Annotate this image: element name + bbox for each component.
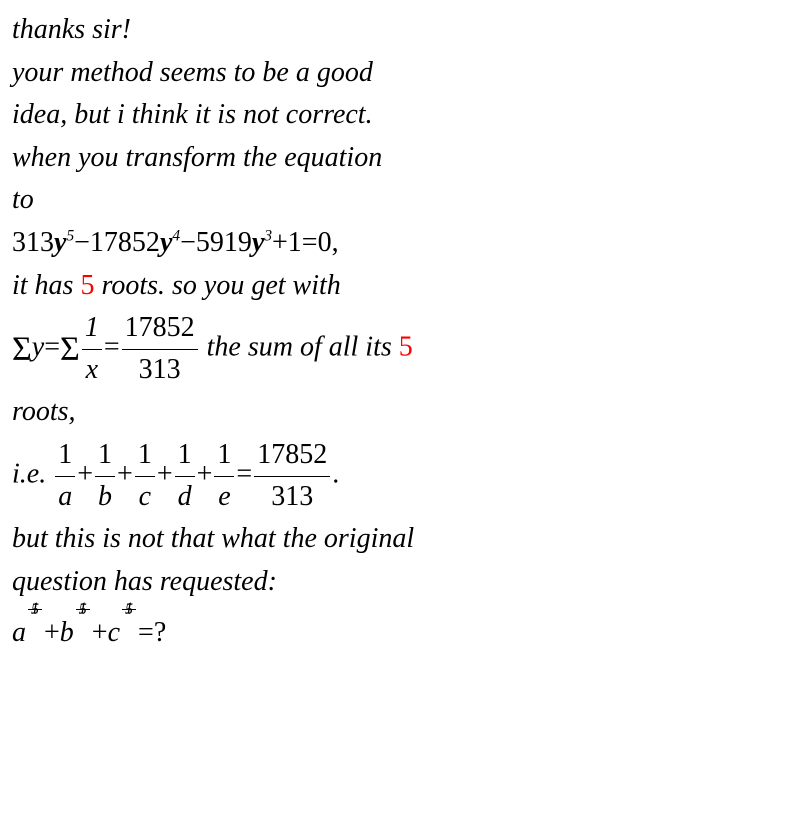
numerator: 17852 [122, 308, 198, 349]
var-c: c [108, 618, 120, 649]
text-line: your method seems to be a good [12, 53, 788, 94]
tail: +1=0, [272, 227, 339, 258]
highlight-number: 5 [399, 332, 413, 363]
fraction: 17852313 [122, 308, 198, 390]
fraction: 15 [76, 609, 90, 610]
denominator: 313 [254, 476, 330, 518]
sigma: Σ [60, 331, 80, 368]
var-y: y [32, 332, 44, 363]
text: roots. so you get with [94, 270, 340, 301]
fraction: 1e [214, 435, 234, 517]
exponent: 4 [172, 228, 180, 245]
exp-frac: 15 [26, 592, 44, 623]
text: the sum of all its [200, 332, 399, 363]
text: roots, [12, 396, 76, 427]
var-y: y [160, 227, 172, 258]
denominator: b [95, 476, 115, 518]
fraction: 1d [175, 435, 195, 517]
dot: . [332, 458, 339, 489]
text-line: when you transform the equation [12, 138, 788, 179]
exp-frac: 15 [74, 592, 92, 623]
equation-fractions: i.e. 1a+1b+1c+1d+1e=17852313. [12, 435, 788, 517]
fraction: 1b [95, 435, 115, 517]
fraction: 15 [28, 609, 42, 610]
equation-polynomial: 313y5−17852y4−5919y3+1=0, [12, 223, 788, 264]
eq: = [236, 458, 252, 489]
numerator: 1 [135, 435, 155, 476]
denominator: 313 [122, 349, 198, 391]
coef: −5919 [180, 227, 252, 258]
exp-frac: 15 [120, 592, 138, 623]
denominator: 5 [122, 609, 136, 610]
text: to [12, 184, 34, 215]
text: your method seems to be a good [12, 57, 373, 88]
numerator: 17852 [254, 435, 330, 476]
text-line: but this is not that what the original [12, 519, 788, 560]
text: idea, but i think it is not correct. [12, 99, 373, 130]
var-b: b [60, 618, 74, 649]
fraction: 1x [82, 308, 102, 390]
plus: + [117, 458, 133, 489]
denominator: c [135, 476, 155, 518]
fraction: 1c [135, 435, 155, 517]
text: but this is not that what the original [12, 523, 414, 554]
denominator: 5 [28, 609, 42, 610]
text: when you transform the equation [12, 142, 382, 173]
denominator: x [82, 349, 102, 391]
numerator: 1 [82, 308, 102, 349]
exponent: 5 [66, 228, 74, 245]
fraction: 17852313 [254, 435, 330, 517]
var-y: y [54, 227, 66, 258]
text-line: thanks sir! [12, 10, 788, 51]
denominator: e [214, 476, 234, 518]
plus: + [197, 458, 213, 489]
eq: = [104, 332, 120, 363]
text: i.e. [12, 458, 53, 489]
eq-question: =? [138, 618, 166, 649]
plus: + [44, 618, 60, 649]
text-line: idea, but i think it is not correct. [12, 95, 788, 136]
numerator: 1 [55, 435, 75, 476]
sigma: Σ [12, 331, 32, 368]
denominator: a [55, 476, 75, 518]
numerator: 1 [175, 435, 195, 476]
text-line: it has 5 roots. so you get with [12, 266, 788, 307]
numerator: 1 [95, 435, 115, 476]
var-y: y [252, 227, 264, 258]
text-line: roots, [12, 392, 788, 433]
text-line: to [12, 180, 788, 221]
var-a: a [12, 618, 26, 649]
eq: = [44, 332, 60, 363]
plus: + [77, 458, 93, 489]
plus: + [92, 618, 108, 649]
equation-sum: Σy=Σ1x=17852313 the sum of all its 5 [12, 308, 788, 390]
exponent: 3 [264, 228, 272, 245]
plus: + [157, 458, 173, 489]
denominator: 5 [76, 609, 90, 610]
highlight-number: 5 [80, 270, 94, 301]
equation-roots: a15+b15+c15=? [12, 608, 788, 654]
numerator: 1 [214, 435, 234, 476]
coef: 313 [12, 227, 54, 258]
coef: −17852 [74, 227, 160, 258]
text: question has requested: [12, 566, 277, 597]
text: thanks sir! [12, 14, 131, 45]
fraction: 15 [122, 609, 136, 610]
denominator: d [175, 476, 195, 518]
text: it has [12, 270, 80, 301]
fraction: 1a [55, 435, 75, 517]
